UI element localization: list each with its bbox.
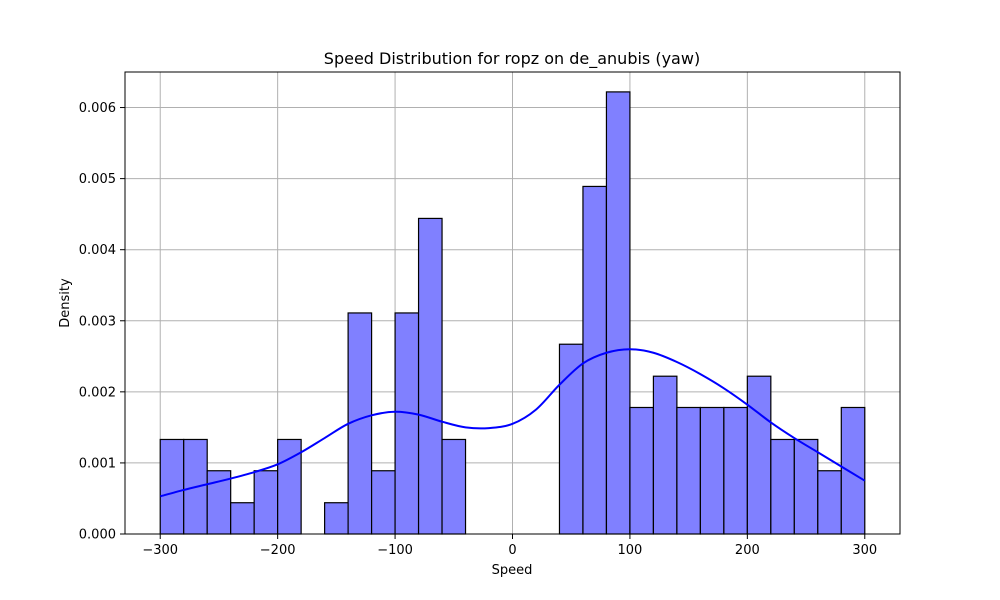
x-tick-label: −100 [377,543,413,558]
histogram-bar [699,406,725,535]
histogram-bar [793,438,819,535]
histogram-bar [723,406,748,535]
histogram-bar [629,406,655,535]
histogram-bar [417,217,443,535]
y-axis-ticks: 0.000 0.001 0.002 0.003 0.004 0.005 0.006 [79,101,125,543]
histogram-bar [605,91,631,535]
y-tick-label: 0.005 [79,172,116,187]
x-tick-label: 0 [508,543,516,558]
histogram-bar [746,375,772,535]
histogram-bar [840,406,866,535]
histogram-bar [159,438,185,535]
y-tick-label: 0.002 [79,385,116,400]
histogram-bar [230,502,255,535]
histogram-bar [817,470,842,535]
x-tick-label: −300 [142,543,178,558]
y-tick-label: 0.000 [79,528,116,543]
x-axis-label: Speed [492,563,533,578]
chart-title: Speed Distribution for ropz on de_anubis… [324,49,700,69]
y-axis-label: Density [58,278,73,328]
x-tick-label: 300 [852,543,877,558]
histogram-bar [324,502,349,535]
y-tick-label: 0.004 [79,243,116,258]
histogram-bar [652,375,678,535]
x-tick-label: −200 [260,543,296,558]
histogram-bar [770,438,795,535]
x-tick-label: 100 [618,543,643,558]
y-tick-label: 0.006 [79,101,116,116]
y-tick-label: 0.001 [79,456,116,471]
histogram-bar [441,438,467,535]
histogram-bar [676,406,701,535]
x-axis-ticks: −300 −200 −100 0 100 200 300 [142,534,877,558]
histogram-bar [370,470,396,535]
histogram-bar [253,470,279,535]
y-tick-label: 0.003 [79,314,116,329]
x-tick-label: 200 [735,543,760,558]
kde-curve [159,348,866,498]
histogram-bar [394,312,420,535]
histogram-bar [347,312,373,535]
